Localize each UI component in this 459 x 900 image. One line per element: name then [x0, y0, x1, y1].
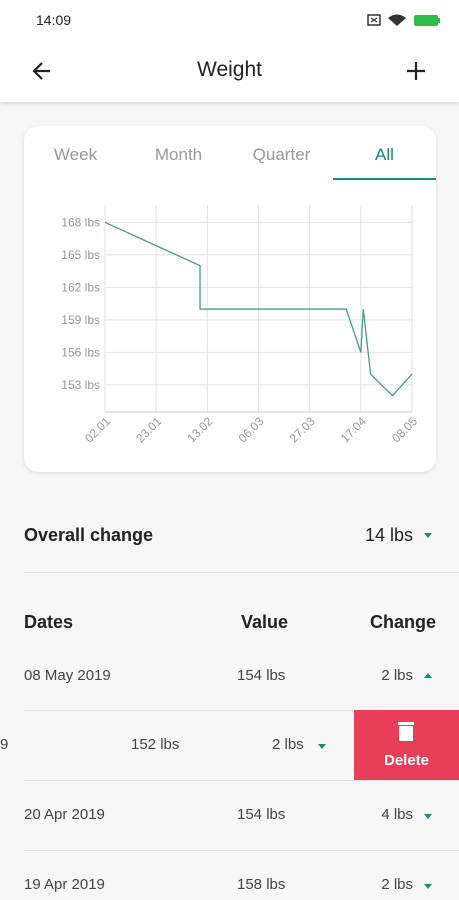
x-tick-label: 13.02	[184, 414, 215, 445]
tab-indicator	[333, 178, 436, 180]
row-date: 9	[0, 736, 9, 753]
divider	[24, 850, 459, 851]
tab[interactable]: Month	[154, 145, 203, 164]
chart-card	[24, 126, 436, 472]
trash-icon	[398, 722, 414, 741]
add-button[interactable]	[404, 59, 428, 83]
divider	[24, 572, 459, 573]
up-arrow	[424, 673, 432, 678]
down-arrow	[424, 884, 432, 889]
divider	[24, 710, 459, 711]
back-button[interactable]	[30, 58, 56, 84]
summary-value: 14 lbs	[364, 525, 413, 545]
divider	[24, 780, 459, 781]
row-change: 2 lbs	[272, 736, 304, 753]
x-tick-label: 06.03	[235, 414, 266, 445]
row-date: 08 May 2019	[24, 667, 111, 684]
row-date: 20 Apr 2019	[24, 806, 105, 823]
y-tick-label: 156 lbs	[61, 345, 100, 359]
row-value: 158 lbs	[237, 876, 286, 893]
x-tick-label: 08.05	[389, 414, 420, 445]
row-change: 2 lbs	[381, 876, 413, 893]
column-header: Change	[369, 612, 436, 632]
x-tick-label: 17.04	[338, 414, 369, 445]
tab-selected[interactable]: All	[375, 145, 394, 164]
chart: 153 lbs 156 lbs 159 lbs 162 lbs 165 lbs 168 l…	[61, 205, 420, 445]
delete-label: Delete	[383, 752, 430, 769]
column-header: Value	[241, 612, 289, 632]
x-tick-label: 02.01	[82, 414, 113, 445]
summary-label: Overall change	[24, 525, 154, 545]
y-tick-label: 162 lbs	[61, 280, 100, 294]
row-value: 154 lbs	[237, 806, 286, 823]
row-change: 2 lbs	[381, 667, 413, 684]
x-tick-label: 23.01	[133, 414, 164, 445]
y-tick-label: 159 lbs	[61, 313, 100, 327]
tab[interactable]: Quarter	[252, 145, 311, 164]
delete-button[interactable]: Delete	[354, 710, 459, 780]
y-tick-label: 168 lbs	[61, 215, 100, 229]
page-title: Weight	[197, 58, 262, 81]
status-time: 14:09	[36, 12, 72, 28]
down-arrow	[424, 533, 432, 538]
tab[interactable]: Week	[53, 145, 98, 164]
column-header: Dates	[24, 612, 74, 632]
row-date: 19 Apr 2019	[24, 876, 105, 893]
line-series	[104, 221, 413, 397]
x-tick-label: 27.03	[287, 414, 318, 445]
row-change: 4 lbs	[381, 806, 413, 823]
app-bar	[0, 0, 459, 102]
down-arrow	[318, 744, 326, 749]
row-value: 152 lbs	[131, 736, 180, 753]
status-icons	[367, 14, 440, 26]
down-arrow	[424, 814, 432, 819]
y-tick-label: 165 lbs	[61, 248, 100, 262]
row-value: 154 lbs	[237, 667, 286, 684]
y-tick-label: 153 lbs	[61, 378, 100, 392]
